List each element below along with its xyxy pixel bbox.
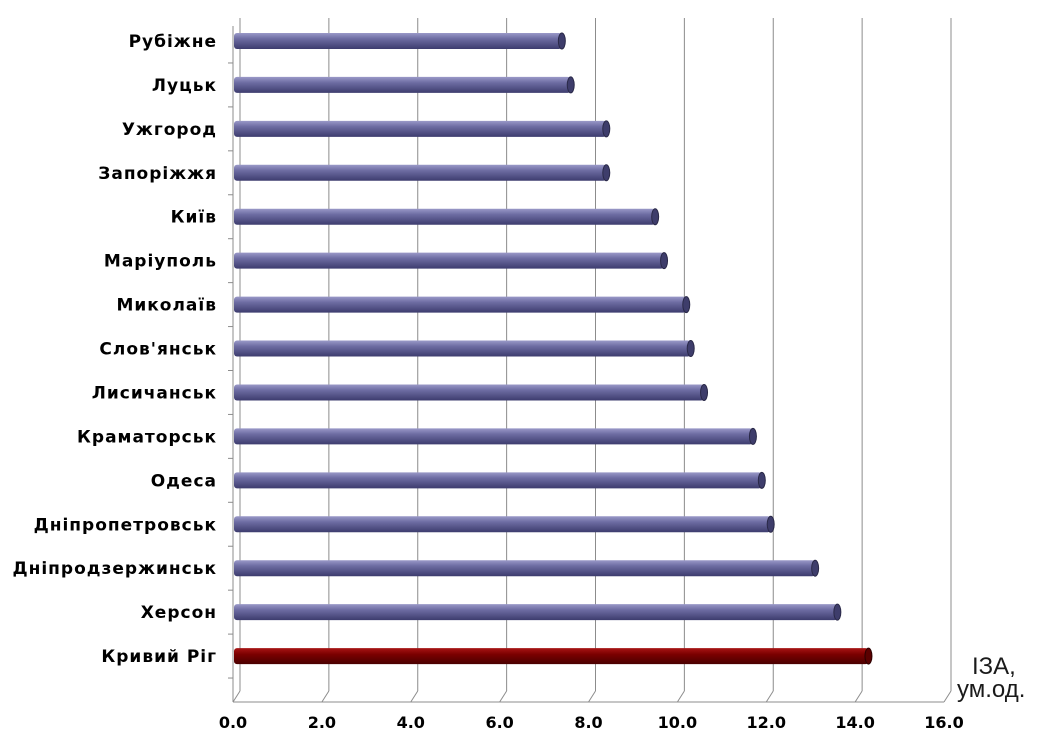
bar-end-cap [864, 647, 873, 665]
bar [234, 296, 687, 313]
bar [234, 604, 838, 621]
bar-end-cap [557, 32, 566, 50]
bar-end-cap [602, 164, 611, 182]
bar-end-cap [686, 340, 695, 358]
gridline-floor [854, 690, 863, 703]
bar [234, 120, 607, 137]
category-label: Ужгород [122, 120, 217, 140]
bar [234, 384, 705, 401]
gridline-floor [676, 690, 685, 703]
x-tick-label: 8.0 [574, 713, 602, 732]
bar-end-cap [766, 515, 775, 533]
gridline-floor [588, 690, 596, 703]
gridline-floor [765, 690, 774, 703]
x-tick-label: 2.0 [308, 713, 336, 732]
bar [234, 208, 656, 225]
bar [234, 340, 691, 357]
category-label: Дніпродзержинськ [12, 559, 217, 579]
bar-end-cap [748, 427, 757, 445]
bar [234, 33, 562, 49]
unit-label-line-2: ум.од. [957, 676, 1025, 703]
gridline-floor [410, 690, 419, 703]
category-label: Дніпропетровськ [34, 515, 217, 535]
x-axis-tick-labels: 0.0 2.0 4.0 6.0 8.0 10.0 12.0 14.0 16.0 [219, 713, 964, 732]
category-label: Херсон [141, 603, 217, 623]
bar-end-cap [833, 603, 842, 621]
category-label: Кривий Ріг [101, 647, 217, 667]
bar-highlight [234, 648, 869, 665]
category-labels: Рубіжне Луцьк Ужгород Запоріжжя Київ Маріупол… [12, 32, 217, 667]
x-tick-label: 12.0 [747, 713, 786, 732]
category-label: Київ [171, 208, 217, 228]
bar-end-cap [660, 252, 669, 270]
gridline-floor [232, 690, 241, 703]
x-tick-label: 10.0 [658, 713, 697, 732]
category-label: Рубіжне [129, 32, 217, 52]
category-label: Запоріжжя [98, 164, 217, 184]
category-label: Луцьк [152, 76, 217, 96]
category-label: Слов'янськ [99, 340, 217, 360]
category-label: Краматорськ [77, 427, 217, 447]
category-label: Маріуполь [104, 252, 217, 272]
bar-end-cap [566, 76, 575, 94]
bar [234, 164, 607, 181]
gridline-floor [499, 690, 508, 703]
x-tick-label: 4.0 [397, 713, 425, 732]
category-label: Миколаїв [116, 296, 217, 316]
bar [234, 472, 762, 489]
bar [234, 560, 816, 577]
unit-label-line-1: ІЗА, [972, 653, 1016, 680]
bar [234, 428, 753, 445]
bar-end-cap [757, 471, 766, 489]
bar-end-cap [602, 120, 611, 138]
bar-end-cap [651, 208, 660, 226]
x-tick-label: 16.0 [924, 713, 963, 732]
gridlines [228, 18, 952, 703]
bar [234, 516, 771, 533]
bar [234, 76, 571, 93]
x-tick-label: 14.0 [835, 713, 874, 732]
bar-end-cap [811, 559, 820, 577]
gridline-floor [943, 690, 952, 703]
gridline-floor [321, 690, 330, 703]
x-tick-label: 6.0 [485, 713, 513, 732]
bars [234, 32, 873, 665]
bar-end-cap [682, 296, 691, 314]
category-label: Одеса [151, 471, 217, 491]
category-label: Лисичанськ [92, 383, 217, 403]
bar-end-cap [700, 383, 709, 401]
x-tick-label: 0.0 [219, 713, 247, 732]
bar [234, 252, 665, 269]
